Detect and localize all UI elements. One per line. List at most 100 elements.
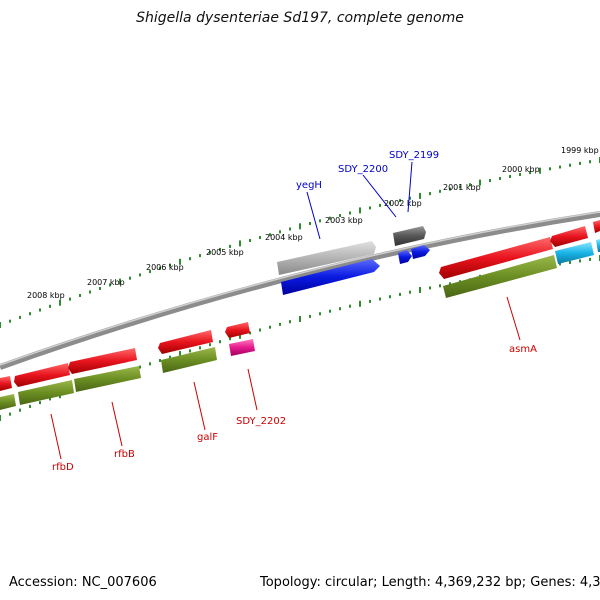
scale-tick [49, 304, 51, 308]
label-SDY-2200[interactable]: SDY_2200 [338, 164, 388, 175]
scale-tick [579, 259, 581, 263]
gene-SDY-2200[interactable] [393, 226, 426, 246]
scale-tick [369, 299, 371, 303]
kbp-label: 2002 kbp [384, 199, 422, 208]
scale-tick [259, 236, 261, 239]
scale-tick [119, 278, 121, 285]
scale-tick [249, 239, 251, 242]
scale-tick [29, 312, 31, 316]
scale-tick [419, 192, 421, 199]
scale-tick [379, 297, 381, 301]
cds-SDY-2199[interactable] [411, 245, 430, 259]
label-rfbD[interactable]: rfbD [52, 462, 74, 473]
scale-tick [199, 346, 201, 350]
scale-tick [79, 294, 81, 297]
gene-rfbD[interactable] [18, 380, 74, 405]
cds-rfbD[interactable] [14, 363, 70, 387]
trna-right-2[interactable] [596, 239, 600, 252]
scale-tick [329, 216, 331, 220]
scale-tick [379, 203, 381, 207]
scale-tick [69, 297, 71, 301]
scale-tick [229, 244, 231, 248]
scale-tick [239, 240, 241, 247]
scale-tick [439, 284, 441, 288]
gene-partial-left[interactable] [0, 394, 16, 410]
scale-tick [579, 161, 581, 165]
scale-tick [149, 270, 151, 274]
scale-tick [99, 287, 101, 290]
gene-yegH[interactable] [277, 241, 376, 275]
forward-callouts [306, 161, 413, 240]
cds-galF[interactable] [158, 330, 213, 354]
cds-asmA[interactable] [439, 237, 553, 279]
kbp-label: 2006 kbp [146, 263, 184, 272]
map-title: Shigella dysenteriae Sd197, complete gen… [136, 10, 464, 26]
scale-tick [59, 299, 61, 306]
scale-tick [339, 214, 341, 217]
label-SDY-2199[interactable]: SDY_2199 [389, 150, 439, 161]
scale-tick [349, 211, 351, 215]
scale-tick [329, 309, 331, 313]
scale-tick [459, 185, 461, 189]
scale-tick [139, 273, 141, 277]
scale-tick [9, 319, 11, 323]
scale-tick [249, 331, 251, 335]
gene-asmA[interactable] [443, 255, 557, 298]
scale-tick [19, 408, 21, 412]
scale-tick [219, 247, 221, 251]
scale-tick [369, 206, 371, 210]
label-yegH[interactable]: yegH [296, 180, 322, 191]
scale-tick [239, 332, 241, 339]
scale-tick [109, 283, 111, 287]
scale-tick [209, 343, 211, 347]
scale-tick [399, 292, 401, 296]
genome-stats-text: Topology: circular; Length: 4,369,232 bp… [260, 575, 600, 590]
gene-galF[interactable] [161, 347, 217, 373]
scale-tick [289, 227, 291, 231]
cds-SDY-2202[interactable] [225, 322, 250, 338]
scale-tick [479, 179, 481, 186]
misc-SDY-2202[interactable] [229, 339, 255, 356]
scale-tick [269, 233, 271, 237]
kbp-label: 2001 kbp [443, 183, 481, 192]
scale-tick [589, 257, 591, 261]
scale-tick [189, 257, 191, 261]
scale-tick [9, 412, 11, 416]
cds-rfbB[interactable] [68, 348, 137, 374]
scale-tick [489, 179, 491, 182]
label-rfbB[interactable]: rfbB [114, 449, 135, 460]
scale-tick [19, 315, 21, 319]
scale-tick [259, 328, 261, 332]
kbp-label: 2008 kbp [27, 291, 65, 300]
scale-tick [29, 404, 31, 408]
cds-right-1[interactable] [550, 226, 588, 247]
gene-rfbB[interactable] [74, 366, 141, 392]
cds-SDY-2200[interactable] [398, 250, 412, 264]
label-galF[interactable]: galF [197, 432, 218, 443]
scale-tick [89, 290, 91, 294]
scale-tick [519, 173, 521, 176]
scale-tick [569, 163, 571, 167]
label-SDY-2202[interactable]: SDY_2202 [236, 416, 286, 427]
scale-tick [319, 312, 321, 316]
scale-tick [129, 276, 131, 280]
scale-tick [319, 219, 321, 223]
scale-tick [359, 207, 361, 214]
trna-right[interactable] [555, 242, 594, 264]
forward-features [277, 226, 430, 295]
scale-tick [409, 290, 411, 294]
label-asmA[interactable]: asmA [509, 344, 537, 355]
cds-partial-left[interactable] [0, 376, 12, 391]
scale-tick [359, 300, 361, 307]
cds-right-2[interactable] [593, 220, 600, 233]
cds-yegH[interactable] [281, 259, 380, 295]
scale-tick [289, 320, 291, 324]
scale-tick [429, 286, 431, 290]
scale-tick [309, 314, 311, 318]
scale-tick [159, 359, 161, 362]
scale-tick [389, 201, 391, 205]
scale-tick [589, 160, 591, 164]
scale-tick [139, 365, 141, 369]
scale-tick [0, 322, 1, 328]
kbp-label: 1999 kbp [561, 146, 599, 155]
